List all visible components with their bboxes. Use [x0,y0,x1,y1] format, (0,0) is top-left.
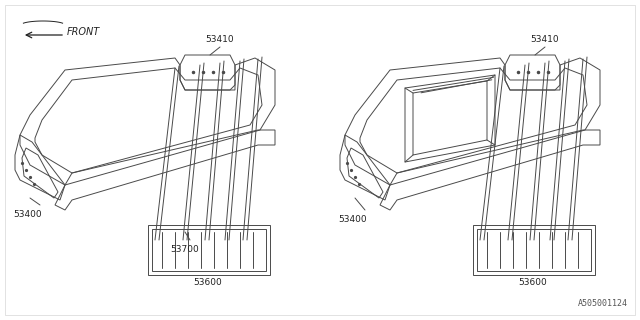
Text: 53410: 53410 [205,35,234,44]
Text: 53600: 53600 [518,278,547,287]
Text: 53700: 53700 [171,245,200,254]
Text: FRONT: FRONT [67,27,100,37]
Text: 53400: 53400 [13,210,42,219]
Text: 53400: 53400 [338,215,367,224]
Text: A505001124: A505001124 [578,299,628,308]
Text: 53410: 53410 [531,35,559,44]
Text: 53600: 53600 [194,278,222,287]
